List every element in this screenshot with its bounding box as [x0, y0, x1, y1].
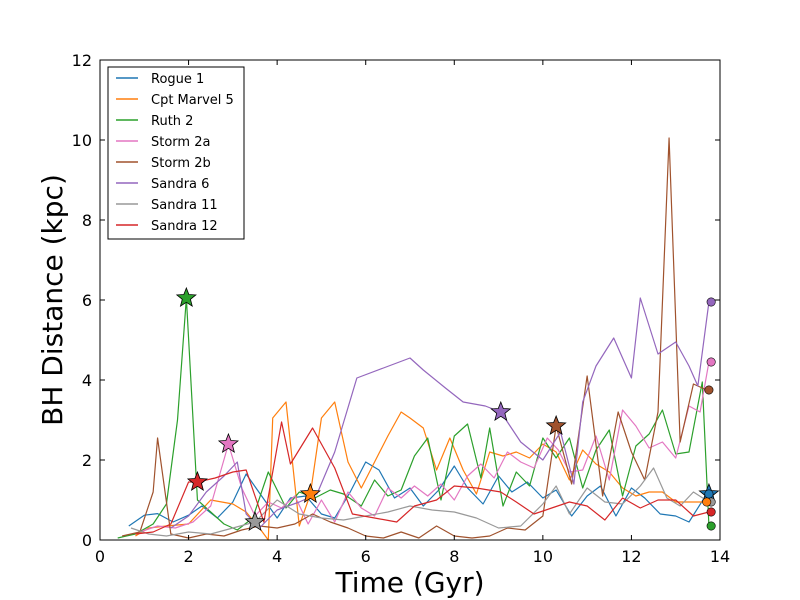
legend-label: Storm 2a: [151, 135, 210, 150]
end-marker-storm-2b: [704, 385, 714, 395]
star-marker-cpt-marvel-5: [299, 482, 321, 503]
star-marker-sandra-11: [244, 510, 266, 531]
y-tick-label: 6: [82, 291, 92, 310]
legend-label: Sandra 11: [151, 198, 218, 213]
y-axis-label: BH Distance (kpc): [36, 174, 69, 426]
end-marker-cpt-marvel-5: [702, 497, 712, 507]
y-tick-label: 4: [82, 371, 92, 390]
y-tick-label: 8: [82, 211, 92, 230]
legend-item-storm-2a: Storm 2a: [116, 135, 210, 150]
y-tick-label: 12: [72, 51, 92, 70]
legend-label: Sandra 6: [151, 177, 209, 192]
series-line-sandra-11: [130, 467, 710, 537]
x-tick-label: 4: [272, 547, 282, 566]
legend-item-sandra-11: Sandra 11: [116, 198, 218, 213]
end-marker-ruth-2: [706, 521, 716, 531]
tick-layer: 0 2 4 6 8 10 12 14 0 2 4 6 8 10 12: [72, 51, 731, 566]
legend-label: Cpt Marvel 5: [151, 93, 234, 108]
legend-box: [107, 66, 245, 240]
x-tick-label: 6: [361, 547, 371, 566]
end-marker-sandra-12: [706, 507, 716, 517]
legend-label: Rogue 1: [151, 72, 204, 87]
y-tick-label: 2: [82, 451, 92, 470]
star-marker-sandra-12: [186, 470, 208, 491]
star-marker-sandra-6: [490, 400, 512, 421]
legend: Rogue 1 Cpt Marvel 5 Ruth 2 Storm 2a Storm 2…: [107, 66, 245, 240]
y-tick-label: 10: [72, 131, 92, 150]
legend-label: Storm 2b: [151, 156, 211, 171]
legend-item-sandra-6: Sandra 6: [116, 177, 209, 192]
x-axis-label: Time (Gyr): [334, 566, 484, 599]
y-tick-label: 0: [82, 531, 92, 550]
end-marker-rogue-1: [704, 489, 714, 499]
legend-item-ruth-2: Ruth 2: [116, 114, 193, 129]
legend-label: Sandra 12: [151, 219, 218, 234]
x-tick-label: 0: [95, 547, 105, 566]
star-marker-storm-2b: [545, 414, 567, 435]
x-tick-label: 14: [710, 547, 730, 566]
x-tick-label: 10: [533, 547, 553, 566]
star-marker-storm-2a: [217, 432, 239, 453]
end-marker-sandra-6: [706, 297, 716, 307]
x-tick-label: 12: [621, 547, 641, 566]
end-marker-storm-2a: [706, 357, 716, 367]
series-line-sandra-12: [135, 421, 710, 535]
marker-layer: [175, 286, 720, 531]
x-tick-label: 2: [183, 547, 193, 566]
legend-item-rogue-1: Rogue 1: [116, 72, 204, 87]
legend-item-storm-2b: Storm 2b: [116, 156, 211, 171]
series-line-rogue-1: [128, 461, 708, 527]
star-marker-ruth-2: [175, 286, 197, 307]
series-line-ruth-2: [117, 297, 710, 539]
x-tick-label: 8: [449, 547, 459, 566]
legend-label: Ruth 2: [151, 114, 193, 129]
legend-item-cpt-marvel-5: Cpt Marvel 5: [116, 93, 234, 108]
legend-item-sandra-12: Sandra 12: [116, 219, 218, 234]
